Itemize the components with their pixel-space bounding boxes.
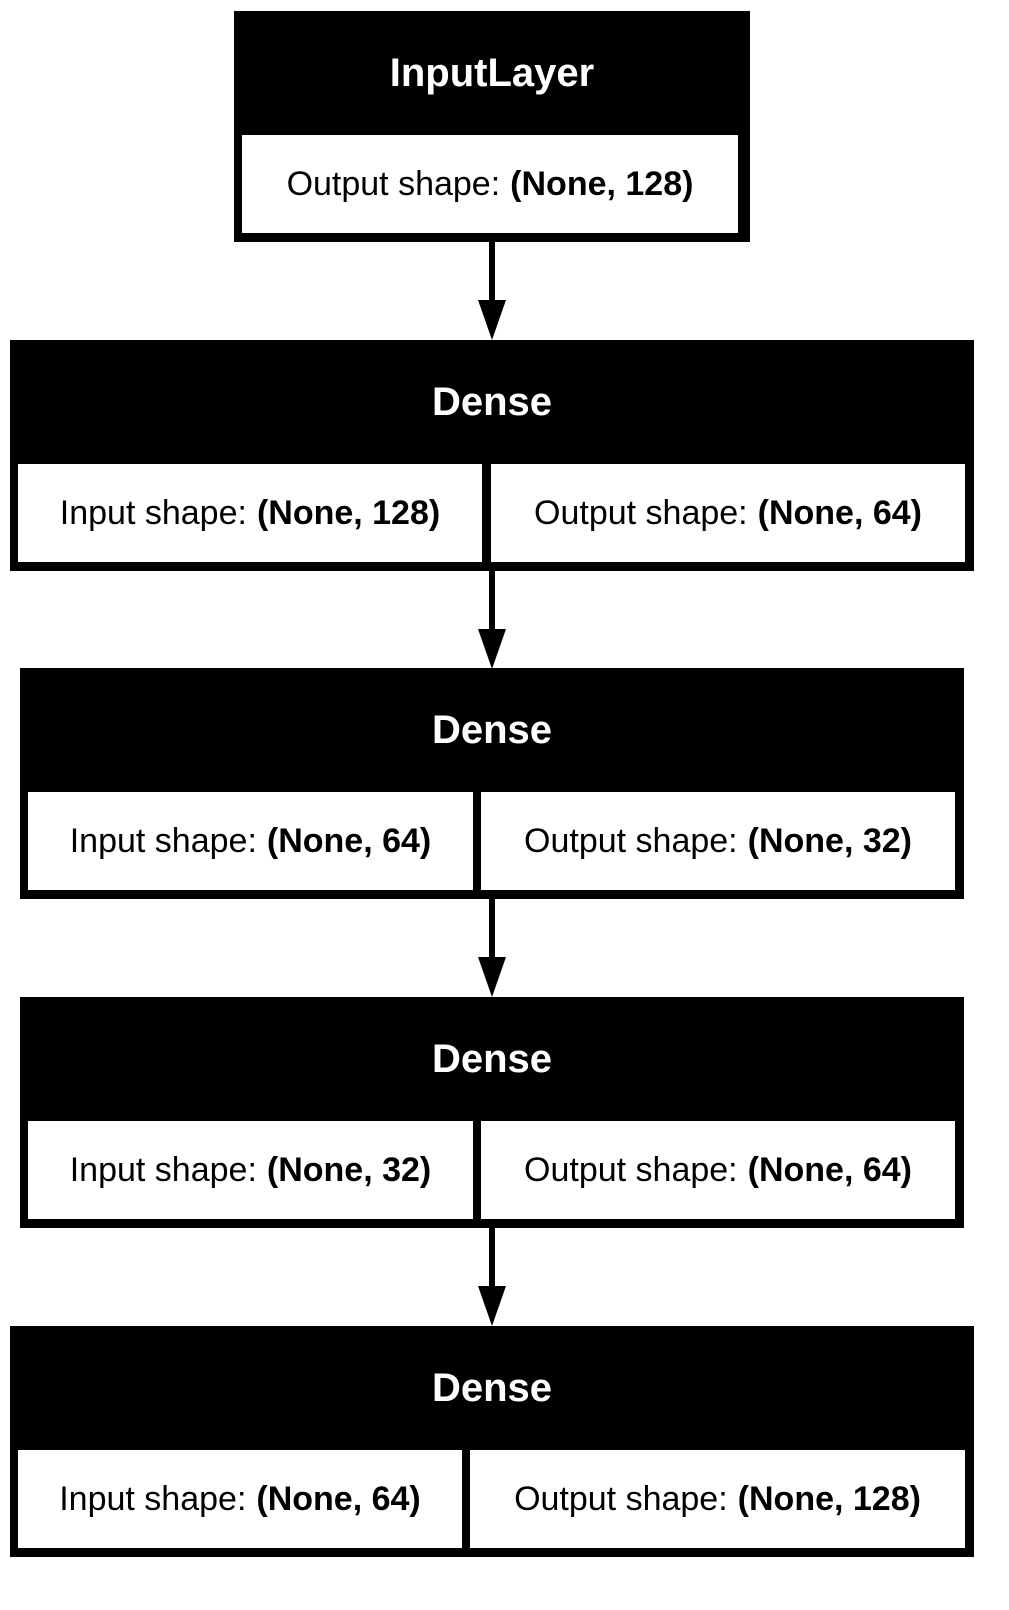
input-shape-value: (None, 32) xyxy=(266,1150,432,1189)
layer-dense-2: Dense Input shape: (None, 64) Output sha… xyxy=(20,668,964,899)
output-shape-cell: Output shape: (None, 128) xyxy=(242,135,738,233)
arrow-connector xyxy=(478,1228,506,1326)
output-shape-cell: Output shape: (None, 64) xyxy=(481,1121,955,1219)
arrow-connector xyxy=(478,899,506,997)
input-shape-value: (None, 64) xyxy=(266,821,432,860)
layer-title: Dense xyxy=(431,707,553,752)
output-shape-value: (None, 32) xyxy=(747,821,912,860)
output-shape-label: Output shape: xyxy=(524,821,738,860)
output-shape-label: Output shape: xyxy=(286,164,501,203)
output-shape-label: Output shape: xyxy=(534,493,748,532)
output-shape-value: (None, 128) xyxy=(510,164,694,203)
layer-dense-4: Dense Input shape: (None, 64) Output sha… xyxy=(10,1326,974,1557)
arrow-connector xyxy=(478,242,506,340)
input-shape-label: Input shape: xyxy=(59,493,247,532)
input-shape-label: Input shape: xyxy=(69,1150,257,1189)
layer-dense-3: Dense Input shape: (None, 32) Output sha… xyxy=(20,997,964,1228)
layer-input: InputLayer Output shape: (None, 128) xyxy=(234,11,750,242)
output-shape-cell: Output shape: (None, 64) xyxy=(491,464,965,562)
output-shape-value: (None, 64) xyxy=(747,1150,912,1189)
input-shape-cell: Input shape: (None, 64) xyxy=(28,792,473,890)
arrow-connector xyxy=(478,571,506,669)
input-shape-value: (None, 64) xyxy=(256,1479,421,1518)
layer-title: Dense xyxy=(431,1036,553,1081)
input-shape-label: Input shape: xyxy=(59,1479,247,1518)
input-shape-cell: Input shape: (None, 32) xyxy=(28,1121,473,1219)
output-shape-value: (None, 64) xyxy=(757,493,922,532)
input-shape-cell: Input shape: (None, 64) xyxy=(18,1450,462,1548)
layer-title: Dense xyxy=(431,1365,553,1410)
output-shape-value: (None, 128) xyxy=(737,1479,921,1518)
layer-title: InputLayer xyxy=(389,50,595,95)
input-shape-label: Input shape: xyxy=(69,821,257,860)
input-shape-value: (None, 128) xyxy=(256,493,441,532)
layer-title: Dense xyxy=(431,379,553,424)
output-shape-cell: Output shape: (None, 128) xyxy=(470,1450,965,1548)
output-shape-cell: Output shape: (None, 32) xyxy=(481,792,955,890)
output-shape-label: Output shape: xyxy=(524,1150,738,1189)
output-shape-label: Output shape: xyxy=(514,1479,728,1518)
input-shape-cell: Input shape: (None, 128) xyxy=(18,464,482,562)
layer-dense-1: Dense Input shape: (None, 128) Output sh… xyxy=(10,340,974,571)
